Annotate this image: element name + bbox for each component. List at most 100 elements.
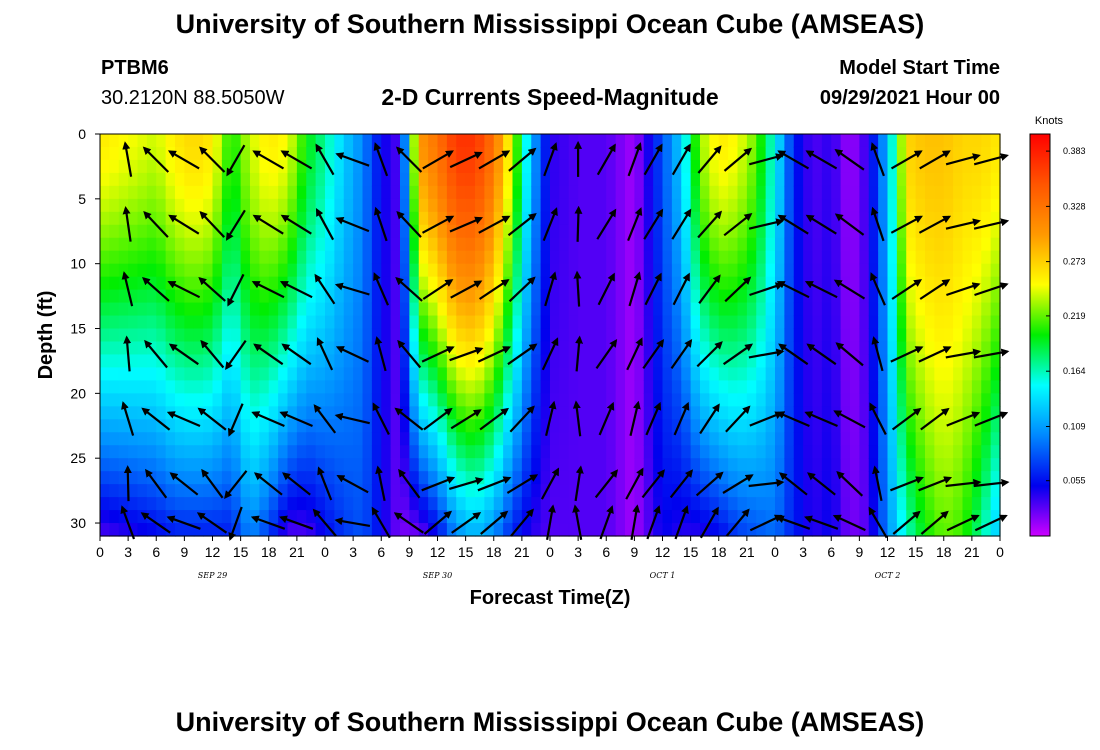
heatmap-cell (906, 354, 917, 369)
heatmap-cell (728, 146, 739, 161)
heatmap-cell (315, 302, 326, 317)
heatmap-cell (850, 198, 860, 213)
heatmap-cell (821, 276, 832, 291)
heatmap-cell (493, 419, 504, 433)
heatmap-cell (428, 198, 439, 213)
current-arrow (919, 150, 951, 170)
heatmap-cell (334, 159, 345, 174)
heatmap-cell (793, 302, 804, 317)
current-arrow (545, 400, 557, 437)
heatmap-cell (643, 302, 654, 317)
current-arrow (120, 505, 136, 540)
date-label: OCT 1 (650, 571, 676, 580)
heatmap-cell (306, 224, 317, 239)
heatmap-cell (793, 380, 804, 394)
heatmap-cell (212, 445, 223, 459)
heatmap-cell (465, 367, 476, 381)
model-start-label: Model Start Time (839, 57, 1000, 79)
heatmap-cell (456, 224, 467, 239)
heatmap-cell (193, 523, 204, 537)
current-arrow (596, 208, 617, 240)
heatmap-cell (821, 263, 832, 278)
heatmap-cell (456, 341, 467, 356)
heatmap-cell (606, 146, 617, 161)
heatmap-cell (596, 341, 607, 356)
heatmap-cell (146, 523, 157, 537)
heatmap-cell (353, 510, 364, 524)
heatmap-cell (156, 497, 167, 511)
heatmap-cell (437, 445, 448, 459)
current-arrow (543, 142, 558, 177)
heatmap-cell (334, 432, 345, 446)
heatmap-cell (812, 432, 823, 446)
heatmap-cell (896, 432, 907, 446)
heatmap-cell (793, 263, 804, 278)
heatmap-cell (737, 315, 748, 330)
heatmap-cell (221, 289, 232, 304)
heatmap-cell (859, 289, 870, 304)
current-arrow (629, 400, 641, 437)
current-arrow (725, 508, 750, 537)
heatmap-cell (784, 185, 795, 200)
heatmap-cell (503, 198, 514, 213)
current-arrow (226, 144, 246, 177)
heatmap-cell (315, 523, 326, 537)
heatmap-cell (606, 198, 617, 213)
heatmap-cell (606, 315, 617, 330)
heatmap-cell (146, 159, 157, 174)
heatmap-cell (484, 185, 495, 200)
heatmap-cell (287, 380, 298, 394)
heatmap-cell (737, 289, 748, 304)
heatmap-cell (990, 523, 1001, 537)
heatmap-cell (784, 380, 795, 394)
current-arrow (699, 506, 719, 539)
heatmap-cell (371, 354, 382, 369)
heatmap-cell (175, 341, 185, 356)
heatmap-cell (503, 328, 514, 343)
heatmap-cell (746, 458, 757, 472)
heatmap-cell (390, 419, 401, 433)
heatmap-cell (868, 276, 879, 291)
heatmap-cell (690, 471, 701, 485)
heatmap-cell (221, 510, 232, 524)
heatmap-cell (231, 484, 242, 498)
current-arrow (807, 472, 836, 496)
heatmap-cell (634, 328, 645, 343)
heatmap-cell (587, 445, 598, 459)
heatmap-cell (315, 419, 326, 433)
heatmap-cell (746, 354, 757, 369)
heatmap-cell (859, 185, 870, 200)
heatmap-cell (915, 315, 926, 330)
heatmap-cell (306, 198, 317, 213)
heatmap-cell (859, 445, 870, 459)
heatmap-cell (456, 484, 467, 498)
heatmap-cell (109, 406, 120, 420)
heatmap-cell (625, 159, 635, 174)
heatmap-cell (296, 367, 307, 381)
station-coords: 30.2120N 88.5050W (101, 87, 285, 109)
heatmap-cell (821, 510, 832, 524)
colorbar-tick-label: 0.219 (1063, 311, 1086, 321)
heatmap-cell (943, 250, 954, 265)
heatmap-cell (887, 172, 898, 187)
heatmap-cell (287, 211, 298, 226)
heatmap-cell (250, 315, 260, 330)
heatmap-cell (325, 263, 335, 278)
heatmap-cell (512, 432, 523, 446)
heatmap-cell (137, 523, 148, 537)
heatmap-cell (146, 146, 157, 161)
heatmap-cell (709, 328, 720, 343)
heatmap-cell (625, 146, 635, 161)
heatmap-cell (671, 471, 682, 485)
heatmap-cell (128, 172, 139, 187)
heatmap-cell (193, 471, 204, 485)
heatmap-cell (503, 406, 514, 420)
x-tick-label: 12 (430, 544, 446, 560)
heatmap-cell (765, 302, 776, 317)
heatmap-cell (428, 406, 439, 420)
heatmap-cell (784, 497, 795, 511)
heatmap-cell (521, 237, 532, 252)
heatmap-cell (521, 172, 532, 187)
heatmap-cell (353, 445, 364, 459)
heatmap-cell (568, 159, 579, 174)
